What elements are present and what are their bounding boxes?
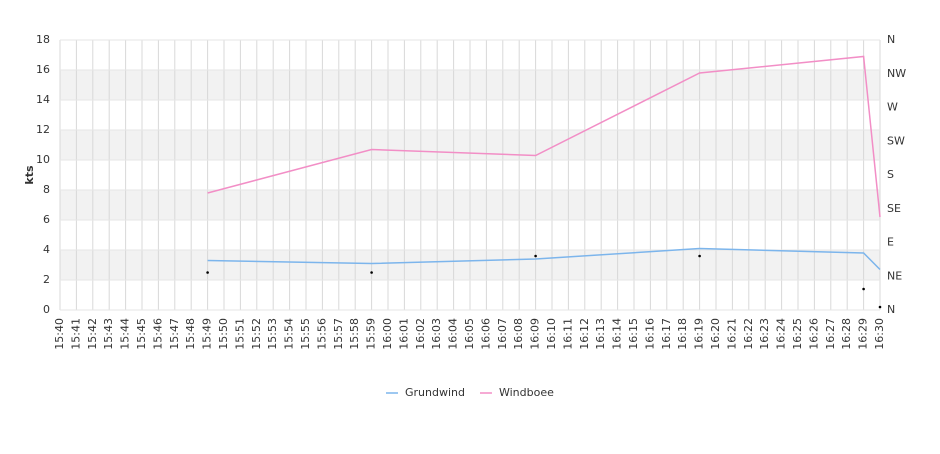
x-tick-label: 16:19: [693, 318, 706, 350]
y-tick-label: 18: [36, 33, 50, 46]
y-axis-label: kts: [23, 165, 36, 185]
x-tick-label: 16:03: [430, 318, 443, 350]
x-tick-label: 16:04: [447, 318, 460, 350]
x-tick-label: 15:58: [348, 318, 361, 350]
direction-marker: [698, 254, 701, 258]
x-tick-label: 16:08: [512, 318, 525, 350]
x-tick-label: 15:52: [250, 318, 263, 350]
y-tick-label: 16: [36, 63, 50, 76]
x-tick-label: 16:11: [561, 318, 574, 350]
x-tick-label: 15:41: [69, 318, 82, 350]
y2-tick-label: NE: [887, 269, 902, 282]
y-tick-label: 14: [36, 93, 50, 106]
x-tick-label: 16:21: [725, 318, 738, 350]
x-tick-label: 16:17: [660, 318, 673, 350]
x-tick-label: 15:43: [102, 318, 115, 350]
x-tick-label: 16:06: [479, 318, 492, 350]
series-line: [207, 247, 881, 271]
y2-tick-label: SW: [887, 134, 905, 147]
y2-tick-label: E: [887, 236, 894, 249]
direction-marker: [534, 254, 537, 258]
y2-tick-label: S: [887, 168, 894, 181]
x-tick-label: 15:40: [53, 318, 66, 350]
y-tick-label: 8: [43, 183, 50, 196]
x-tick-label: 16:15: [627, 318, 640, 350]
y2-tick-label: NW: [887, 67, 906, 80]
x-tick-label: 16:30: [873, 318, 886, 350]
x-tick-label: 15:50: [217, 318, 230, 350]
x-tick-label: 16:02: [414, 318, 427, 350]
legend-label: Grundwind: [405, 386, 465, 399]
y-tick-label: 2: [43, 273, 50, 286]
y-tick-label: 0: [43, 303, 50, 316]
x-tick-label: 15:44: [119, 318, 132, 350]
direction-marker: [862, 287, 865, 291]
x-tick-label: 15:57: [332, 318, 345, 350]
x-tick-label: 16:20: [709, 318, 722, 350]
x-tick-label: 16:29: [857, 318, 870, 350]
x-tick-label: 16:24: [775, 318, 788, 350]
y2-tick-label: W: [887, 101, 898, 114]
x-tick-label: 15:56: [315, 318, 328, 350]
x-tick-label: 16:09: [529, 318, 542, 350]
x-tick-label: 16:22: [742, 318, 755, 350]
x-tick-label: 16:16: [643, 318, 656, 350]
x-tick-label: 15:51: [233, 318, 246, 350]
x-tick-label: 15:46: [151, 318, 164, 350]
x-tick-label: 16:00: [381, 318, 394, 350]
legend-label: Windboee: [499, 386, 554, 399]
x-tick-label: 15:48: [184, 318, 197, 350]
x-tick-label: 16:12: [578, 318, 591, 350]
x-tick-label: 16:14: [611, 318, 624, 350]
x-tick-label: 15:49: [201, 318, 214, 350]
y-tick-label: 12: [36, 123, 50, 136]
x-tick-label: 16:25: [791, 318, 804, 350]
x-tick-label: 16:27: [824, 318, 837, 350]
x-tick-label: 16:18: [676, 318, 689, 350]
y-tick-label: 10: [36, 153, 50, 166]
x-tick-label: 16:28: [840, 318, 853, 350]
y2-tick-label: N: [887, 33, 895, 46]
x-tick-label: 16:10: [545, 318, 558, 350]
x-tick-label: 16:05: [463, 318, 476, 350]
x-tick-label: 16:01: [397, 318, 410, 350]
x-tick-label: 15:45: [135, 318, 148, 350]
direction-marker: [206, 271, 209, 274]
x-tick-label: 15:47: [168, 318, 181, 350]
x-tick-label: 15:55: [299, 318, 312, 350]
y2-tick-label: N: [887, 303, 895, 316]
x-tick-label: 15:54: [283, 318, 296, 350]
x-tick-label: 15:59: [365, 318, 378, 350]
x-tick-label: 16:13: [594, 318, 607, 350]
x-tick-label: 15:42: [86, 318, 99, 350]
x-tick-label: 15:53: [266, 318, 279, 350]
direction-marker: [878, 305, 882, 309]
x-tick-label: 16:26: [807, 318, 820, 350]
x-tick-label: 16:23: [758, 318, 771, 350]
x-tick-label: 16:07: [496, 318, 509, 350]
series-line: [207, 55, 881, 218]
y-tick-label: 6: [43, 213, 50, 226]
y2-tick-label: SE: [887, 202, 901, 215]
direction-marker: [370, 271, 373, 274]
y-tick-label: 4: [43, 243, 50, 256]
